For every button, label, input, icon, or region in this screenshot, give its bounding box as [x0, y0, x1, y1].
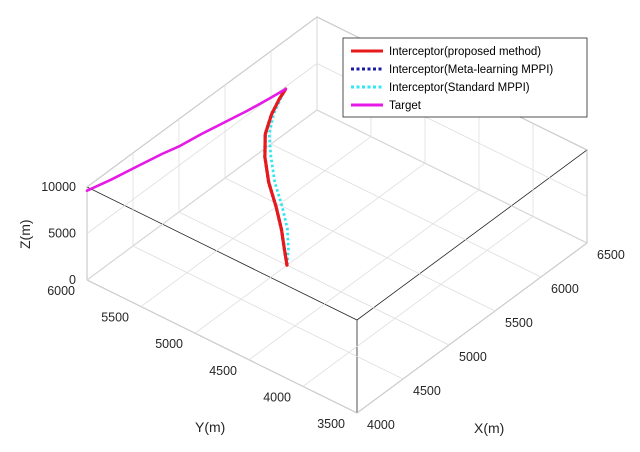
- x-axis-label: X(m): [474, 420, 504, 436]
- grid-line-y: [356, 242, 588, 414]
- x-tick-label: 5500: [505, 316, 533, 330]
- series-line-0: [263, 87, 289, 267]
- z-tick-label: 10000: [41, 180, 76, 194]
- tick-labels: 4000 4500 5000 5500 6000 6500 3500 4000 4500 5000…: [41, 180, 625, 432]
- grid-line-y: [302, 216, 534, 387]
- z-tick-label: 5000: [48, 227, 76, 241]
- legend-label-1: Interceptor(Meta-learning MPPI): [389, 64, 553, 76]
- grid-line-y: [248, 189, 480, 361]
- series-line-3: [85, 87, 287, 192]
- y-tick-label: 6000: [47, 284, 75, 298]
- y-tick-label: 5500: [101, 311, 129, 325]
- x-tick-label: 6000: [551, 282, 579, 296]
- x-tick-label: 4000: [367, 418, 395, 432]
- x-tick-label: 4500: [413, 384, 441, 398]
- grid-line-y: [140, 136, 372, 307]
- x-tick-label: 5000: [459, 350, 487, 364]
- y-tick-label: 4000: [263, 390, 291, 404]
- grid-line-x: [224, 177, 496, 312]
- grid-line-x: [270, 143, 542, 278]
- y-axis-label: Y(m): [195, 419, 225, 435]
- grid-line-z: [86, 63, 318, 234]
- grid-line-y: [194, 162, 426, 334]
- z-tick-label: 0: [69, 273, 76, 287]
- legend-label-3: Target: [389, 100, 422, 112]
- grid-line-z: [316, 109, 588, 244]
- legend: Interceptor(proposed method) Interceptor(…: [342, 37, 588, 118]
- grid-line-z: [86, 109, 318, 281]
- grid-line-z: [86, 16, 318, 188]
- legend-label-0: Interceptor(proposed method): [389, 46, 541, 58]
- y-tick-label: 4500: [209, 364, 237, 378]
- x-tick-label: 6500: [597, 248, 625, 262]
- legend-box: [342, 37, 588, 118]
- grid-line-x: [178, 211, 450, 346]
- y-tick-label: 5000: [155, 337, 183, 351]
- z-axis-label: Z(m): [17, 219, 33, 249]
- legend-label-2: Interceptor(Standard MPPI): [389, 82, 530, 94]
- y-tick-label: 3500: [317, 417, 345, 431]
- grid-line-x: [86, 279, 358, 414]
- grid-lines: [86, 16, 588, 414]
- series-layer: [85, 87, 290, 267]
- grid-line-x: [132, 245, 404, 380]
